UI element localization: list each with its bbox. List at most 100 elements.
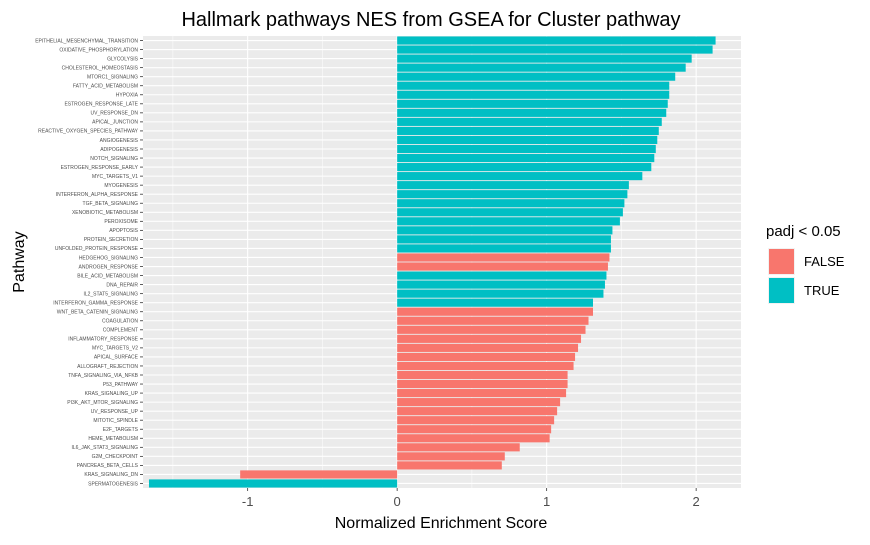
bar (397, 280, 605, 289)
bar (397, 253, 610, 262)
legend-label: TRUE (804, 283, 840, 298)
bar (397, 172, 643, 181)
bar (397, 352, 576, 361)
y-tick-label: HEME_METABOLISM (88, 436, 138, 442)
y-tick-label: ANDROGEN_RESPONSE (79, 264, 139, 270)
y-tick-label: COMPLEMENT (103, 328, 138, 334)
y-tick-label: IL2_STAT5_SIGNALING (83, 291, 138, 297)
x-tick-label: 1 (543, 494, 550, 509)
bar (397, 72, 676, 81)
bar (397, 117, 662, 126)
y-tick-label: TGF_BETA_SIGNALING (83, 201, 139, 207)
y-tick-label: ESTROGEN_RESPONSE_EARLY (61, 165, 139, 171)
legend-label: FALSE (804, 254, 845, 269)
bar (397, 271, 607, 280)
bar (397, 298, 593, 307)
bar (397, 45, 713, 54)
bar (397, 190, 628, 199)
y-tick-label: XENOBIOTIC_METABOLISM (72, 210, 138, 216)
bar (397, 108, 667, 117)
y-tick-label: UNFOLDED_PROTEIN_RESPONSE (55, 246, 139, 252)
bar (397, 434, 550, 443)
bar (397, 226, 613, 235)
bar (397, 425, 552, 434)
bar (397, 398, 561, 407)
y-tick-label: E2F_TARGETS (103, 427, 139, 433)
bar (397, 208, 623, 217)
y-axis-title: Pathway (11, 231, 28, 292)
bar (397, 370, 568, 380)
y-tick-label: EPITHELIAL_MESENCHYMAL_TRANSITION (35, 38, 138, 44)
bar (397, 289, 604, 298)
x-tick-label: 0 (394, 494, 401, 509)
y-tick-label: HEDGEHOG_SIGNALING (79, 255, 138, 261)
y-tick-label: ANGIOGENESIS (100, 138, 139, 144)
legend-swatch (769, 249, 794, 274)
y-tick-label: PANCREAS_BETA_CELLS (77, 463, 139, 469)
bar (397, 81, 670, 90)
y-tick-label: MTORC1_SIGNALING (87, 74, 138, 80)
bar (240, 470, 398, 479)
bar (397, 63, 686, 72)
y-tick-label: PROTEIN_SECRETION (84, 237, 139, 243)
bar (397, 325, 586, 334)
bar (397, 217, 620, 226)
x-tick-label: -1 (242, 494, 254, 509)
x-axis-title: Normalized Enrichment Score (335, 515, 548, 532)
bar (397, 99, 668, 108)
bar (397, 153, 655, 163)
bar (397, 144, 656, 154)
y-tick-label: HYPOXIA (116, 93, 139, 99)
y-tick-label: INTERFERON_ALPHA_RESPONSE (56, 192, 139, 198)
y-tick-label: ADIPOGENESIS (100, 147, 138, 153)
y-tick-label: PEROXISOME (104, 219, 138, 225)
bar (397, 163, 652, 172)
y-tick-label: MYC_TARGETS_V1 (92, 174, 138, 180)
y-tick-label: UV_RESPONSE_DN (90, 111, 138, 117)
y-tick-label: KRAS_SIGNALING_UP (85, 391, 139, 397)
bar (397, 126, 659, 135)
bar (397, 235, 611, 244)
y-tick-label: REACTIVE_OXYGEN_SPECIES_PATHWAY (38, 129, 139, 135)
bar (397, 334, 582, 343)
bar (397, 135, 658, 145)
bar (397, 389, 567, 398)
bar (397, 181, 629, 190)
y-tick-label: INTERFERON_GAMMA_RESPONSE (53, 300, 138, 306)
legend-title: padj < 0.05 (766, 223, 841, 240)
legend: padj < 0.05 FALSE TRUE (766, 223, 845, 304)
y-tick-label: P53_PATHWAY (103, 382, 139, 388)
bar (397, 361, 574, 371)
bar (397, 262, 608, 271)
legend-swatch (769, 278, 794, 303)
y-tick-label: MITOTIC_SPINDLE (93, 418, 138, 424)
y-tick-label: TNFA_SIGNALING_VIA_NFKB (68, 373, 138, 379)
y-tick-label: DNA_REPAIR (106, 282, 138, 288)
y-tick-label: MYC_TARGETS_V2 (92, 346, 138, 352)
bar (148, 479, 398, 488)
bar (397, 54, 692, 63)
y-tick-label: G2M_CHECKPOINT (92, 454, 138, 460)
bar (397, 443, 520, 452)
y-tick-label: CHOLESTEROL_HOMEOSTASIS (62, 65, 139, 71)
y-tick-label: INFLAMMATORY_RESPONSE (68, 337, 138, 343)
y-tick-label: APOPTOSIS (109, 228, 138, 234)
bar (397, 452, 505, 461)
bar (397, 244, 611, 253)
y-tick-label: ESTROGEN_RESPONSE_LATE (64, 102, 138, 108)
bar (397, 316, 589, 325)
bar (397, 461, 502, 470)
bar (397, 307, 593, 316)
y-tick-label: NOTCH_SIGNALING (90, 156, 138, 162)
y-tick-label: IL6_JAK_STAT3_SIGNALING (71, 445, 138, 451)
bar (397, 90, 670, 99)
y-tick-label: SPERMATOGENESIS (88, 481, 138, 487)
y-tick-label: GLYCOLYSIS (107, 56, 139, 62)
y-tick-label: ALLOGRAFT_REJECTION (77, 364, 138, 370)
y-tick-label: WNT_BETA_CATENIN_SIGNALING (57, 310, 138, 316)
y-tick-label: MYOGENESIS (104, 183, 138, 189)
chart-title: Hallmark pathways NES from GSEA for Clus… (181, 9, 680, 31)
bar (397, 379, 568, 389)
